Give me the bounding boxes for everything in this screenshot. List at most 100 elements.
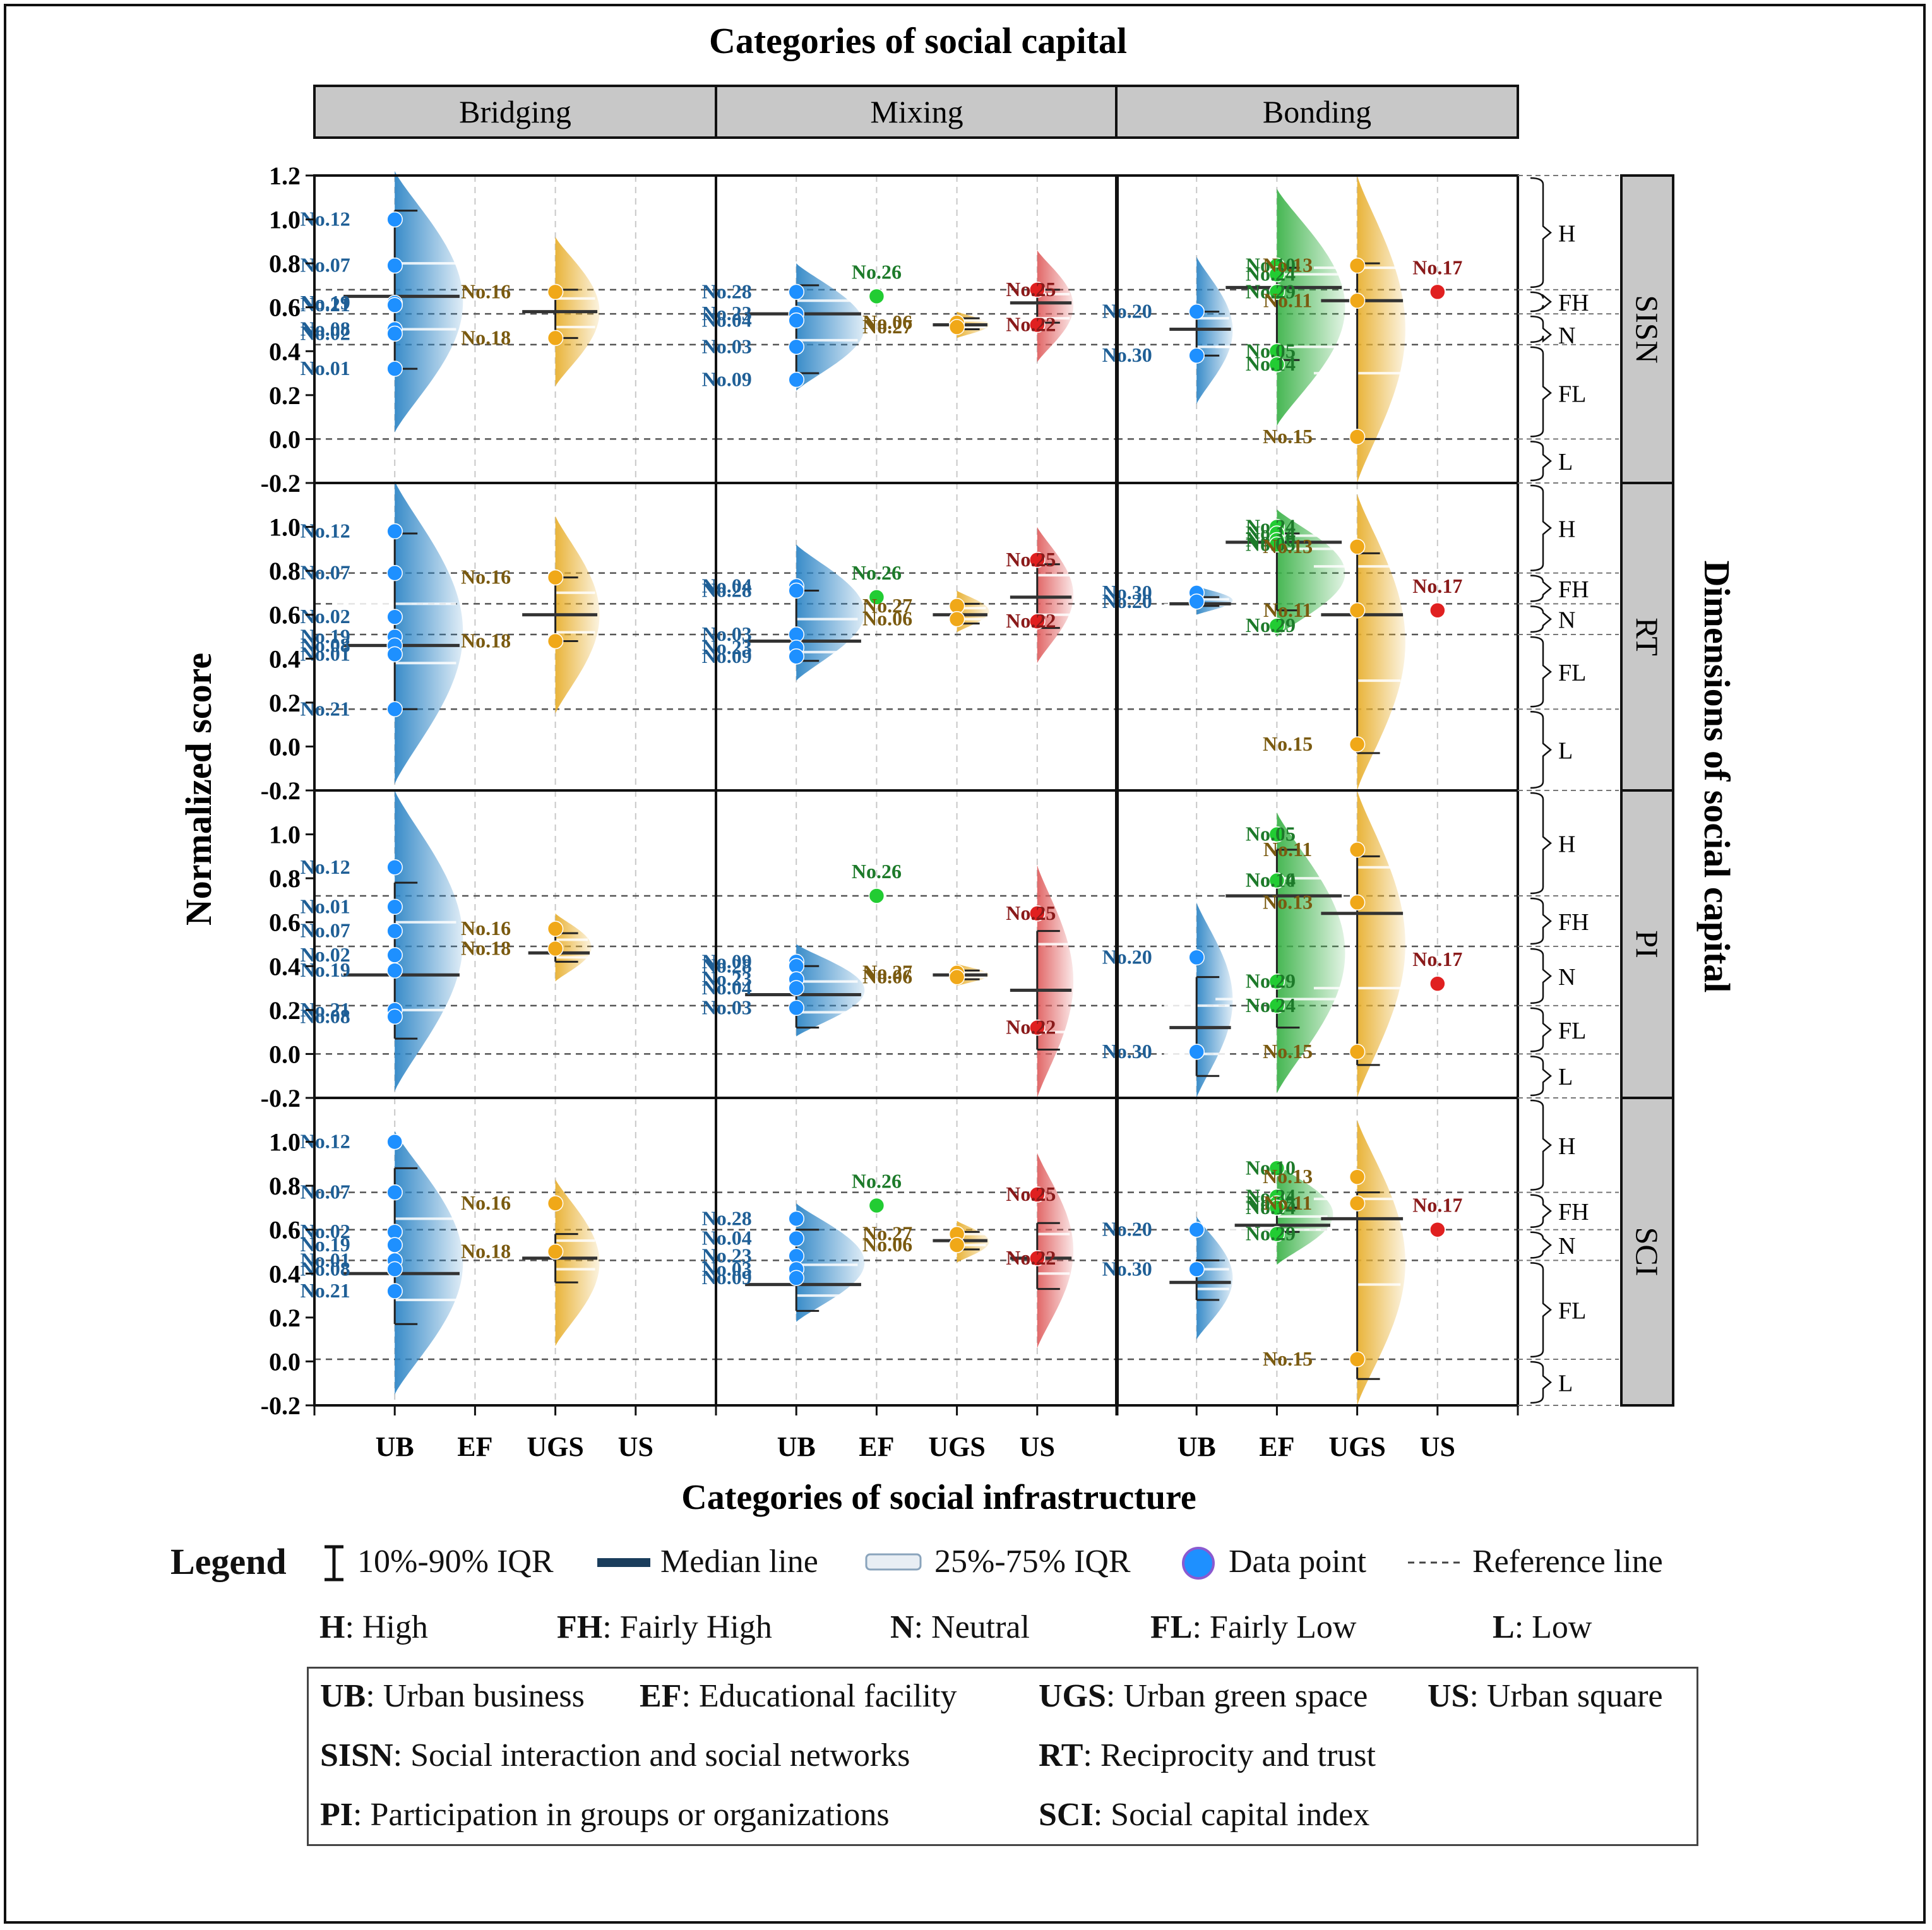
- point-label: No.26: [852, 860, 902, 883]
- data-point: [1268, 872, 1285, 889]
- data-point: [1349, 539, 1366, 555]
- group-ugs: No.11 No.13 No.15: [1263, 790, 1405, 1098]
- y-tick-label: 1.0: [269, 1128, 301, 1157]
- point-label: No.17: [1412, 1194, 1462, 1217]
- point-label: No.18: [461, 1240, 511, 1263]
- violin-ugs: [1357, 176, 1405, 483]
- data-point: [386, 1133, 403, 1150]
- violin-ugs: [957, 590, 989, 633]
- right-axis-label: Dimensions of social capital: [1696, 561, 1738, 993]
- x-tick-label: US: [1420, 1431, 1455, 1462]
- violin-us: [1037, 250, 1073, 362]
- data-point: [788, 1270, 804, 1286]
- violin-ub: [395, 790, 463, 1092]
- point-label: No.20: [1102, 945, 1152, 968]
- point-label: No.13: [1263, 535, 1313, 557]
- point-label: No.23: [702, 967, 752, 990]
- data-point: [1349, 602, 1366, 619]
- y-tick-label: -0.2: [261, 1084, 301, 1112]
- def-us: US: Urban square: [1428, 1678, 1663, 1714]
- data-point: [788, 980, 804, 996]
- point-label: No.03: [702, 1257, 752, 1280]
- point-label: No.22: [1006, 313, 1056, 336]
- point-label: No.11: [1263, 289, 1312, 311]
- data-point: [547, 569, 564, 586]
- panel-frame: [313, 482, 717, 792]
- point-label: No.03: [702, 622, 752, 645]
- data-point: [1188, 1044, 1205, 1060]
- column-strip-bonding: [1115, 85, 1519, 139]
- level-bracket: [1530, 711, 1552, 789]
- data-point: [386, 962, 403, 979]
- level-label: H: [1558, 831, 1575, 857]
- data-point: [1188, 303, 1205, 320]
- point-label: No.12: [301, 855, 350, 878]
- point-label: No.30: [1102, 1257, 1152, 1280]
- row-label-rt: RT: [1630, 617, 1665, 656]
- y-tick-label: 0.6: [269, 1216, 301, 1244]
- violin-ef: [1277, 812, 1345, 1094]
- point-label: No.14: [1246, 352, 1296, 375]
- x-tick-label: EF: [1259, 1431, 1294, 1462]
- violin-ugs: [555, 913, 592, 982]
- point-label: No.16: [461, 1191, 511, 1214]
- x-tick-label: UGS: [928, 1431, 985, 1462]
- group-us: No.25 No.22: [1005, 527, 1073, 664]
- column-label-bridging: Bridging: [459, 94, 571, 129]
- violin-ub: [1196, 1216, 1233, 1340]
- chart-title: Categories of social capital: [709, 20, 1127, 61]
- y-tick-label: 0.2: [269, 1304, 301, 1332]
- panel-pi-bonding: No.20No.30No.05No.10No.14No.29No.24No.11…: [1102, 790, 1518, 1098]
- point-label: No.06: [862, 965, 912, 988]
- level-bracket: [1530, 1361, 1552, 1404]
- y-tick-label: 0.2: [269, 996, 301, 1025]
- data-point: [1029, 905, 1046, 922]
- point-label: No.26: [852, 260, 902, 283]
- point-label: No.18: [461, 936, 511, 959]
- abbreviation-box: UB: Urban business EF: Educational facil…: [307, 1667, 1698, 1846]
- data-point: [1268, 283, 1285, 301]
- y-tick-label: 0.0: [269, 1347, 301, 1376]
- level-bracket: [1530, 177, 1552, 289]
- x-tick-label: UGS: [527, 1431, 583, 1462]
- legend-median-symbol: [597, 1558, 650, 1567]
- panel-frame: [715, 482, 1119, 792]
- level-label: FH: [1558, 290, 1589, 316]
- data-point: [547, 1243, 564, 1260]
- violin-ub: [395, 480, 463, 784]
- group-us: No.17: [1412, 256, 1462, 301]
- point-label: No.01: [301, 357, 350, 379]
- legend-item-reference: Reference line: [1472, 1544, 1663, 1580]
- point-label: No.22: [1006, 1016, 1056, 1039]
- point-label: No.18: [461, 326, 511, 348]
- point-label: No.02: [301, 943, 350, 966]
- data-point: [386, 564, 403, 581]
- data-point: [1268, 356, 1285, 372]
- level-fairly-low: FL: Fairly Low: [1150, 1609, 1357, 1645]
- y-tick-label: -0.2: [261, 777, 301, 805]
- level-bracket: [1530, 1262, 1552, 1358]
- violin-ugs: [1357, 1119, 1405, 1405]
- violin-us: [1037, 527, 1073, 664]
- data-point: [1349, 257, 1366, 274]
- point-label: No.04: [702, 1227, 752, 1249]
- column-label-mixing: Mixing: [870, 94, 963, 129]
- point-label: No.01: [301, 1248, 350, 1271]
- def-sisn: SISN: Social interaction and social netw…: [320, 1737, 910, 1773]
- y-tick-label: 0.8: [269, 249, 301, 278]
- figure-frame: [4, 4, 1926, 1924]
- violin-ugs: [555, 1179, 600, 1347]
- violin-ub: [1196, 902, 1233, 1098]
- data-point: [547, 920, 564, 937]
- x-tick-label: US: [1020, 1431, 1055, 1462]
- data-point: [386, 1283, 403, 1299]
- data-point: [547, 283, 564, 301]
- point-label: No.21: [301, 293, 350, 316]
- data-point: [386, 1261, 403, 1278]
- violin-us: [1037, 865, 1073, 1098]
